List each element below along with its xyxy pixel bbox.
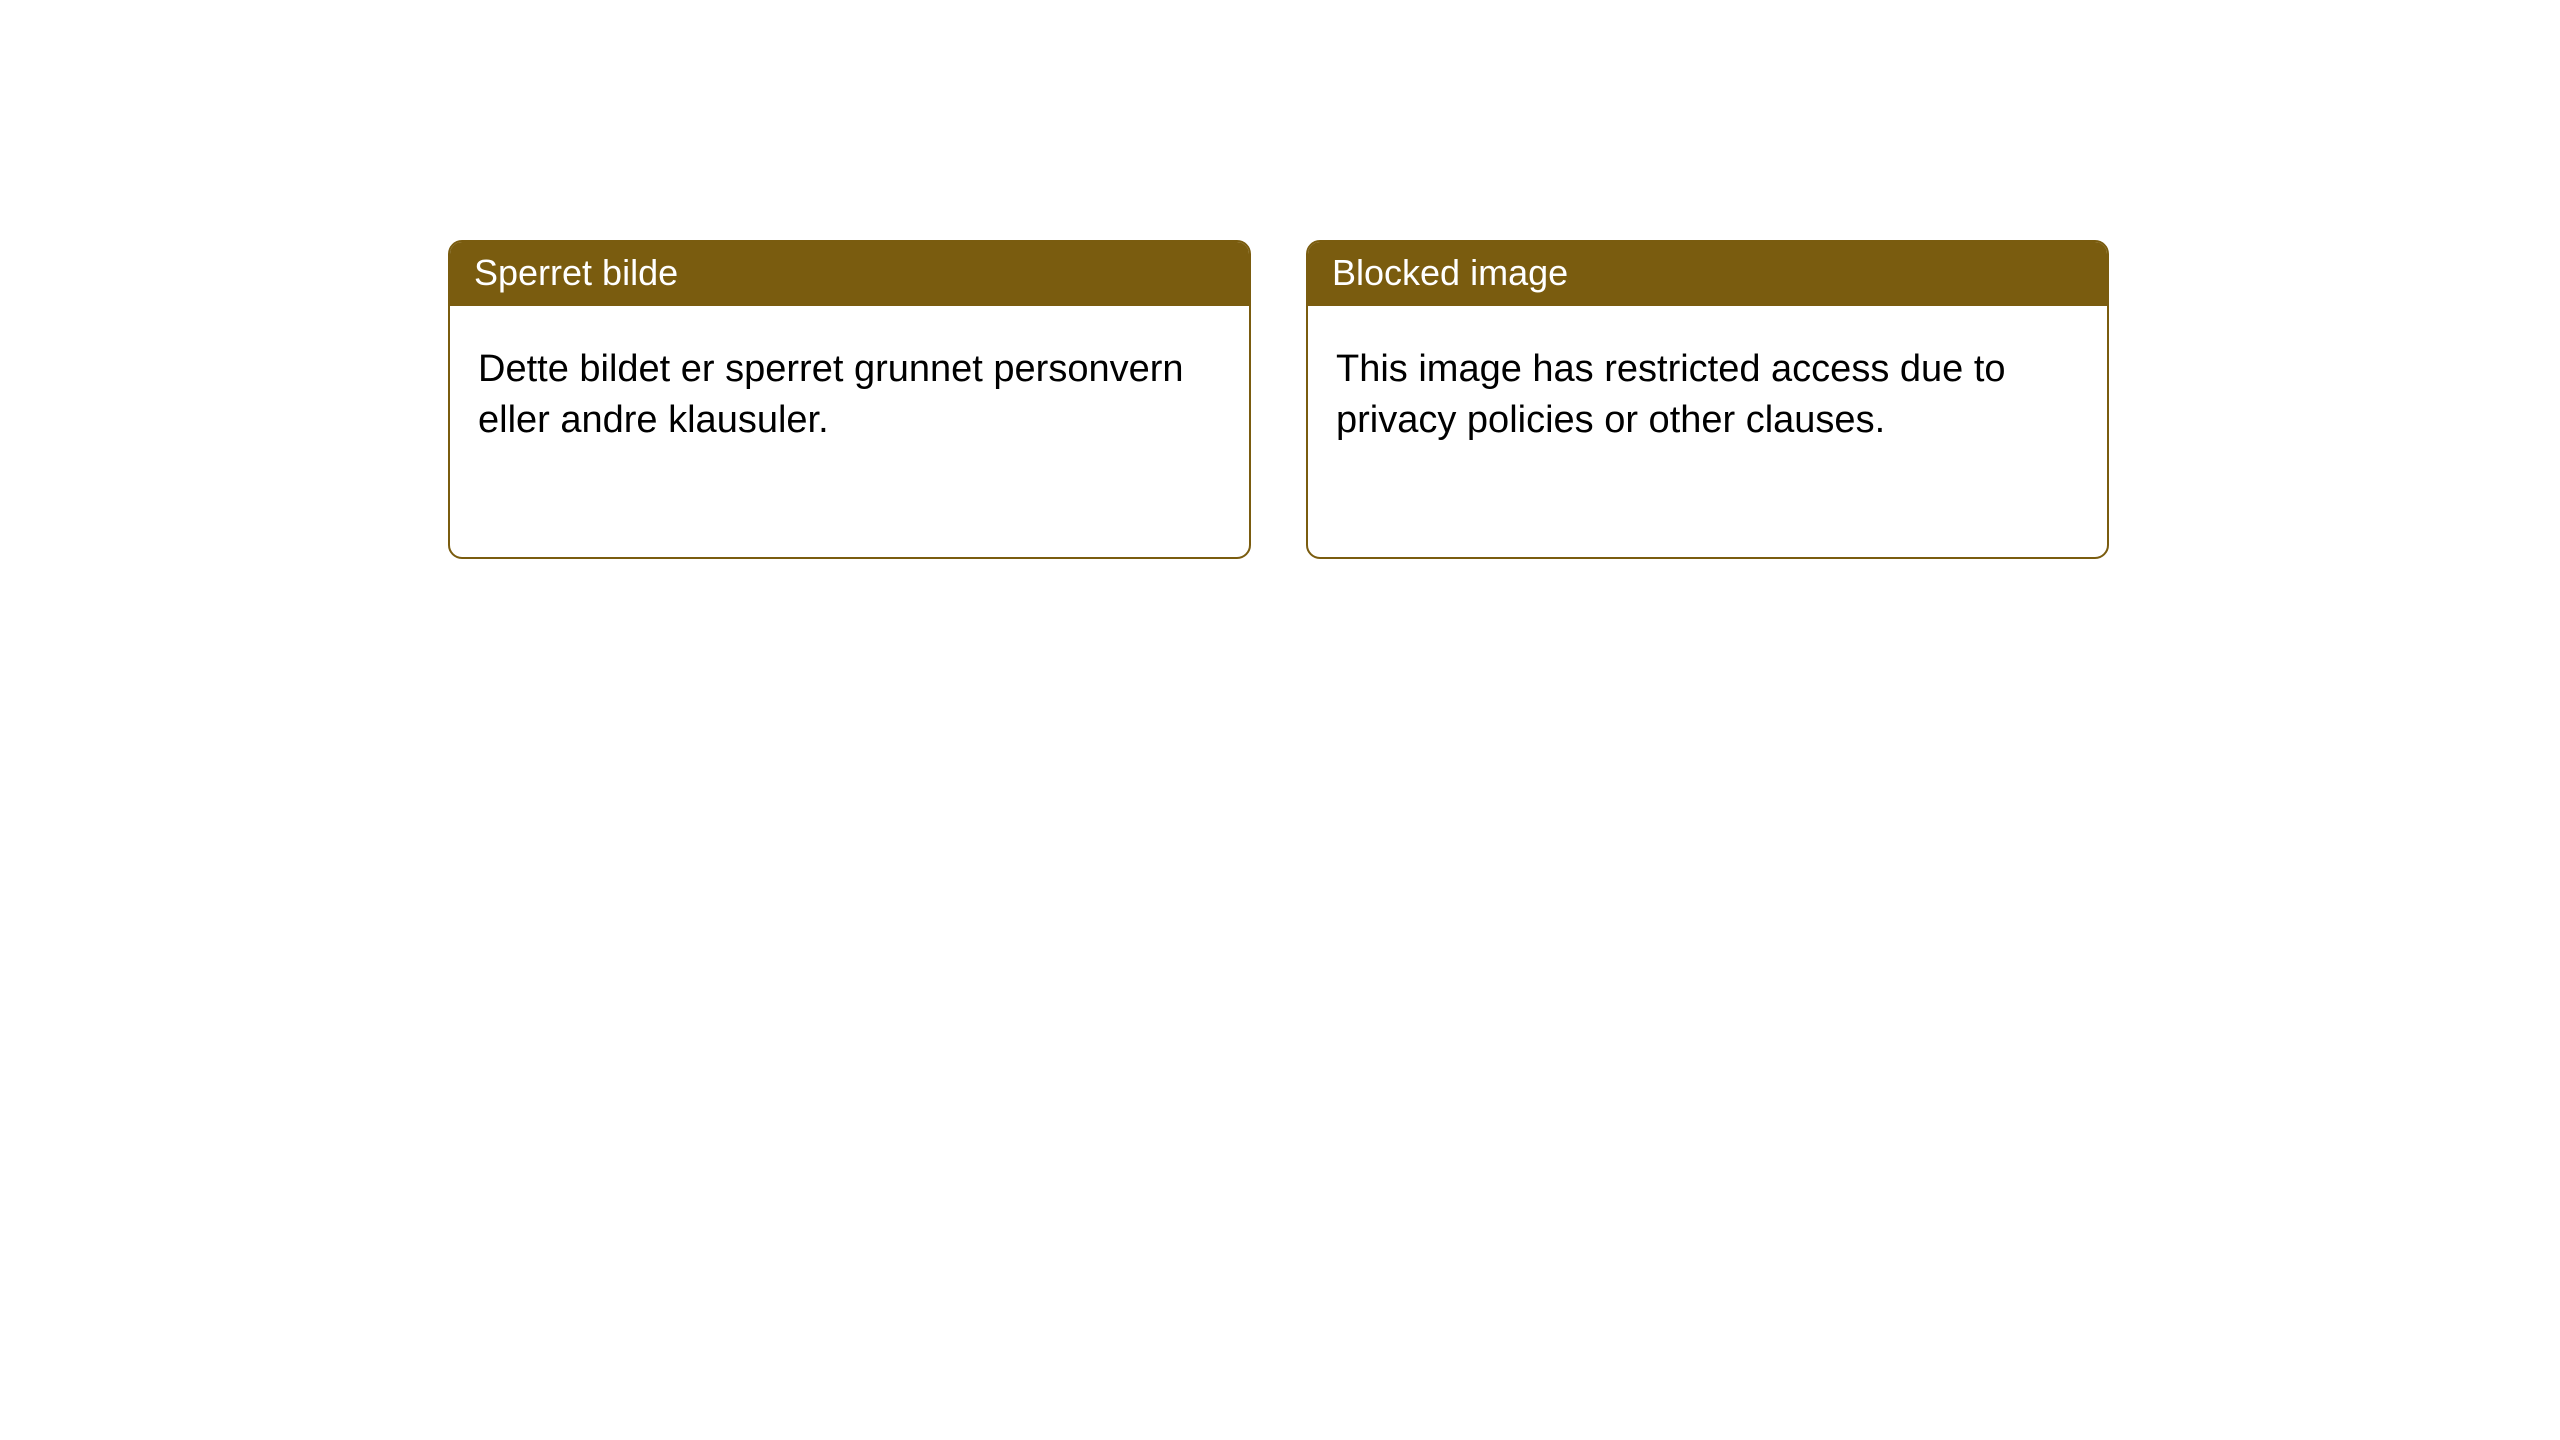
card-title-no: Sperret bilde <box>474 252 678 293</box>
blocked-image-card-en: Blocked image This image has restricted … <box>1306 240 2109 559</box>
blocked-image-card-no: Sperret bilde Dette bildet er sperret gr… <box>448 240 1251 559</box>
card-message-no: Dette bildet er sperret grunnet personve… <box>478 348 1184 441</box>
notice-container: Sperret bilde Dette bildet er sperret gr… <box>0 0 2560 559</box>
card-header-no: Sperret bilde <box>450 242 1249 306</box>
card-body-en: This image has restricted access due to … <box>1308 306 2107 557</box>
card-header-en: Blocked image <box>1308 242 2107 306</box>
card-body-no: Dette bildet er sperret grunnet personve… <box>450 306 1249 557</box>
card-message-en: This image has restricted access due to … <box>1336 348 2006 441</box>
card-title-en: Blocked image <box>1332 252 1568 293</box>
